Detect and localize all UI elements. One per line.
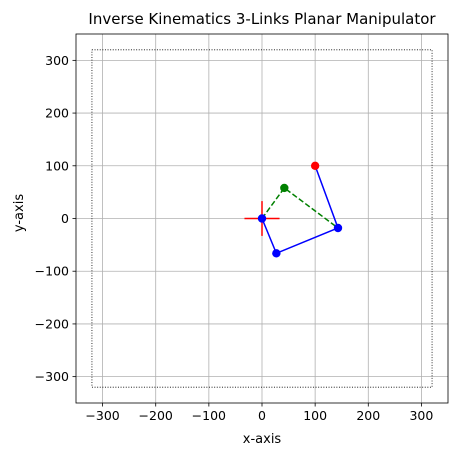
y-tick-label: 100 — [45, 158, 69, 173]
reference-point — [280, 183, 289, 193]
joint-point — [333, 223, 343, 233]
manipulator-links — [261, 165, 339, 255]
y-tick-label: −200 — [35, 316, 69, 331]
x-tick-label: 0 — [258, 408, 266, 423]
axes: −300 −200 −100 0 100 200 300 −300 −200 −100 0 100 20… — [35, 33, 449, 423]
reference-path — [261, 186, 339, 229]
workspace-boundary — [91, 49, 433, 388]
x-tick-label: −300 — [85, 408, 119, 423]
grid — [76, 34, 448, 403]
x-tick-label: 200 — [356, 408, 380, 423]
x-tick-label: −200 — [139, 408, 173, 423]
plot-area — [91, 49, 433, 388]
chart-title: Inverse Kinematics 3-Links Planar Manipu… — [88, 10, 436, 28]
joint-point — [272, 249, 281, 258]
y-tick-label: 200 — [45, 106, 69, 121]
x-tick-label: 300 — [409, 408, 433, 423]
x-axis-label: x-axis — [243, 432, 282, 447]
y-tick-label: −100 — [35, 264, 69, 279]
y-axis-label: y-axis — [12, 194, 27, 232]
x-tick-label: −100 — [192, 408, 226, 423]
x-tick-label: 100 — [303, 408, 327, 423]
joint-point — [257, 214, 267, 223]
y-tick-label: 300 — [45, 53, 69, 68]
y-tick-label: −300 — [35, 369, 69, 384]
y-tick-label: 0 — [61, 211, 69, 226]
end-effector-point — [310, 161, 320, 170]
